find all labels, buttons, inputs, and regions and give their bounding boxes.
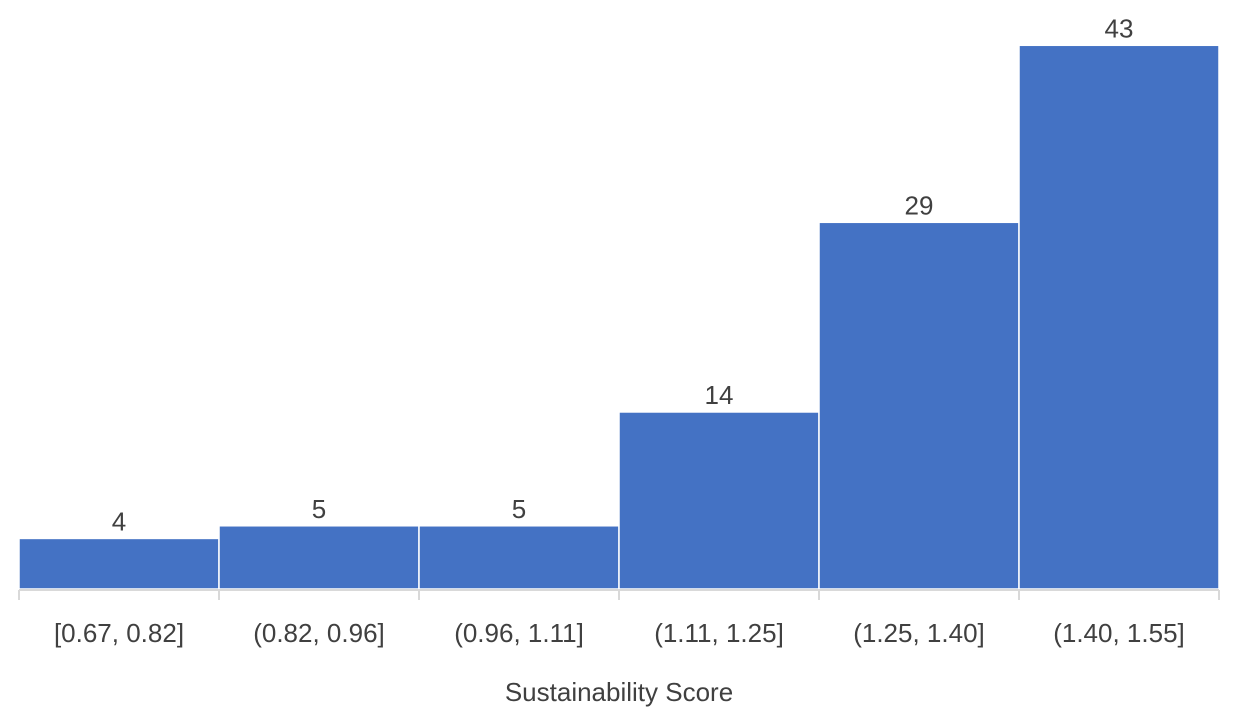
bar-data-label: 5 (312, 494, 326, 524)
data-labels-layer: 4 5 5 14 29 43 (112, 13, 1134, 536)
x-tick-label: [0.67, 0.82] (54, 618, 184, 648)
bar-data-label: 29 (905, 190, 934, 220)
x-axis (18, 589, 1220, 600)
x-tick-label: (0.96, 1.11] (454, 618, 584, 648)
bar-data-label: 14 (705, 380, 734, 410)
histogram-bar (818, 221, 1020, 590)
histogram-bar (18, 537, 220, 590)
histogram-bar (618, 411, 820, 590)
bar-data-label: 43 (1105, 13, 1134, 43)
histogram-bar (1018, 44, 1220, 590)
x-tick-label: (1.11, 1.25] (654, 618, 784, 648)
histogram-bar (218, 525, 420, 590)
bar-data-label: 4 (112, 506, 126, 536)
x-tick-labels: [0.67, 0.82] (0.82, 0.96] (0.96, 1.11] (1.1… (54, 618, 1185, 648)
x-tick-label: (1.25, 1.40] (853, 618, 985, 648)
bars-layer (18, 44, 1220, 590)
x-axis-title: Sustainability Score (505, 677, 733, 707)
x-tick-label: (0.82, 0.96] (253, 618, 385, 648)
bar-data-label: 5 (512, 494, 526, 524)
x-tick-label: (1.40, 1.55] (1053, 618, 1185, 648)
histogram-bar (418, 525, 620, 590)
